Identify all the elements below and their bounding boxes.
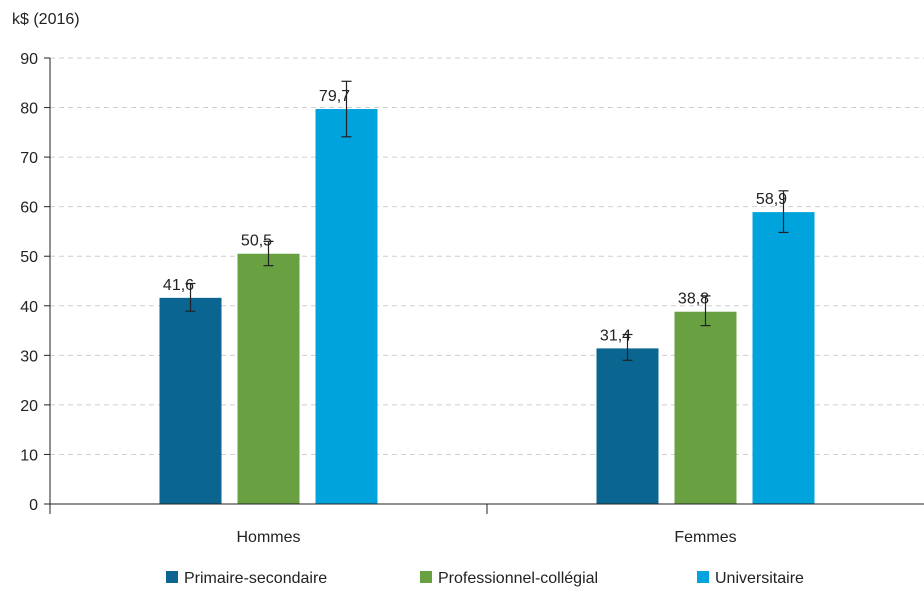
legend-swatch-0: [166, 571, 178, 583]
data-label-hommes-2: 79,7: [319, 88, 350, 105]
y-tick-label: 90: [20, 51, 38, 68]
bar-hommes-1: [237, 253, 300, 504]
data-label-femmes-1: 38,8: [678, 291, 709, 308]
data-label-hommes-1: 50,5: [241, 233, 272, 250]
error-bars: [185, 80, 789, 361]
legend-label-2: Universitaire: [715, 570, 804, 587]
bar-femmes-0: [596, 348, 659, 504]
y-tick-label: 80: [20, 101, 38, 118]
y-tick-label: 10: [20, 447, 38, 464]
category-labels: Hommes Femmes: [236, 529, 736, 546]
legend-label-1: Professionnel-collégial: [438, 570, 598, 587]
legend-swatch-1: [420, 571, 432, 583]
y-tick-label: 20: [20, 398, 38, 415]
y-tick-label: 50: [20, 249, 38, 266]
y-tick-label: 70: [20, 150, 38, 167]
legend: Primaire-secondaire Professionnel-collégi…: [166, 570, 804, 587]
bars: [159, 109, 815, 504]
bar-hommes-0: [159, 297, 222, 504]
y-tick-label: 60: [20, 200, 38, 217]
category-label-hommes: Hommes: [236, 529, 300, 546]
data-label-femmes-2: 58,9: [756, 191, 787, 208]
y-tick-label: 40: [20, 299, 38, 316]
y-unit-label: k$ (2016): [12, 11, 80, 28]
axes: [49, 58, 924, 514]
legend-swatch-2: [697, 571, 709, 583]
y-axis-ticks: 0 10 20 30 40 50 60 70 80 90: [20, 51, 50, 514]
data-label-femmes-0: 31,4: [600, 327, 631, 344]
y-tick-label: 30: [20, 348, 38, 365]
data-label-hommes-0: 41,6: [163, 277, 194, 294]
category-label-femmes: Femmes: [674, 529, 736, 546]
bar-hommes-2: [315, 109, 378, 504]
bar-femmes-1: [674, 311, 737, 504]
y-tick-label: 0: [29, 497, 38, 514]
data-labels: 41,6 50,5 79,7 31,4 38,8 58,9: [163, 88, 787, 344]
legend-label-0: Primaire-secondaire: [184, 570, 327, 587]
bar-femmes-2: [752, 212, 815, 504]
